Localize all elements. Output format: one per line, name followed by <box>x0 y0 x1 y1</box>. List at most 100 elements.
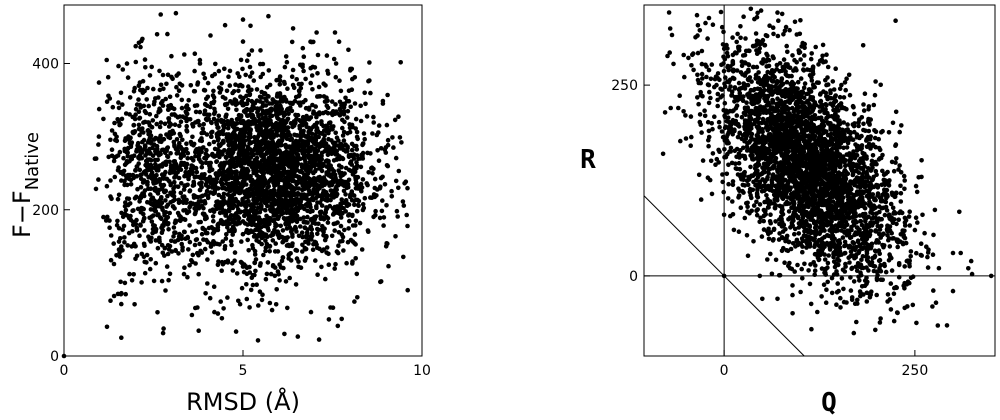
data-point <box>188 83 194 88</box>
data-point <box>275 140 281 145</box>
data-point <box>159 164 165 169</box>
data-point <box>773 219 778 224</box>
y-tick-label: 400 <box>32 57 59 73</box>
data-point <box>146 138 152 143</box>
data-point <box>240 198 245 204</box>
data-point <box>245 123 251 129</box>
data-point <box>333 261 338 267</box>
data-point <box>289 136 295 141</box>
data-point <box>221 195 226 200</box>
data-point <box>166 107 171 112</box>
data-point <box>239 285 245 291</box>
data-point <box>208 33 213 38</box>
data-point <box>270 174 276 179</box>
data-point <box>309 144 314 150</box>
data-point <box>125 75 131 80</box>
data-point <box>339 232 345 237</box>
data-point <box>279 160 284 165</box>
data-point <box>213 153 219 159</box>
data-point <box>130 129 136 135</box>
data-point <box>315 94 320 99</box>
data-point <box>254 238 259 243</box>
data-point <box>159 278 165 284</box>
data-point <box>731 227 737 233</box>
data-point <box>285 152 291 158</box>
data-point <box>257 289 263 295</box>
data-point <box>201 175 206 181</box>
data-point <box>197 122 202 128</box>
data-point <box>243 200 249 205</box>
data-point <box>208 104 213 110</box>
data-point <box>268 271 274 277</box>
data-point <box>331 56 337 62</box>
data-point <box>249 98 255 104</box>
data-point <box>324 196 330 201</box>
data-point <box>350 223 356 228</box>
data-point <box>157 124 163 130</box>
data-point <box>174 93 180 98</box>
data-point <box>133 43 138 49</box>
data-point <box>254 224 260 229</box>
data-point <box>157 177 163 183</box>
data-point <box>333 221 338 226</box>
data-point <box>281 79 287 85</box>
data-point <box>249 222 255 228</box>
data-point <box>258 141 264 147</box>
data-point <box>296 81 302 87</box>
data-point <box>119 335 124 341</box>
right-plot-frame <box>643 4 996 357</box>
data-point <box>182 194 187 199</box>
data-point <box>209 250 215 255</box>
data-point <box>396 114 401 119</box>
data-point <box>143 162 148 168</box>
data-point <box>375 148 380 153</box>
data-point <box>207 168 212 174</box>
data-point <box>288 229 294 235</box>
data-point <box>244 106 250 112</box>
data-point <box>807 281 813 287</box>
data-point <box>347 218 352 224</box>
data-point <box>309 160 315 166</box>
data-point <box>306 165 311 171</box>
data-point <box>239 148 244 154</box>
data-point <box>854 319 859 325</box>
data-point <box>315 200 320 205</box>
data-point <box>101 116 106 122</box>
data-point <box>839 276 845 281</box>
data-point <box>247 159 252 164</box>
data-point <box>328 197 333 203</box>
data-point <box>154 113 159 119</box>
data-point <box>185 274 190 280</box>
data-point <box>197 187 203 193</box>
data-point <box>322 226 327 231</box>
data-point <box>344 260 349 266</box>
data-point <box>371 120 377 125</box>
data-point <box>286 164 292 169</box>
data-point <box>188 203 193 209</box>
data-point <box>191 182 197 188</box>
data-point <box>354 147 360 152</box>
data-point <box>215 221 221 227</box>
data-point <box>384 122 390 128</box>
data-point <box>330 127 335 132</box>
data-point <box>277 111 282 116</box>
data-point <box>282 64 288 70</box>
data-point <box>220 210 226 215</box>
left-y-axis-label-subscript: Native <box>22 132 43 190</box>
data-point <box>376 158 382 163</box>
data-point <box>234 204 240 209</box>
data-point <box>225 118 230 124</box>
data-point <box>141 120 146 125</box>
data-point <box>667 26 673 31</box>
data-point <box>109 147 115 152</box>
data-point <box>284 59 290 65</box>
data-point <box>143 153 148 158</box>
data-point <box>324 214 329 220</box>
data-point <box>310 195 315 200</box>
data-point <box>192 242 198 248</box>
data-point <box>297 92 302 98</box>
data-point <box>898 191 904 196</box>
data-point <box>112 120 117 126</box>
data-point <box>270 155 276 160</box>
